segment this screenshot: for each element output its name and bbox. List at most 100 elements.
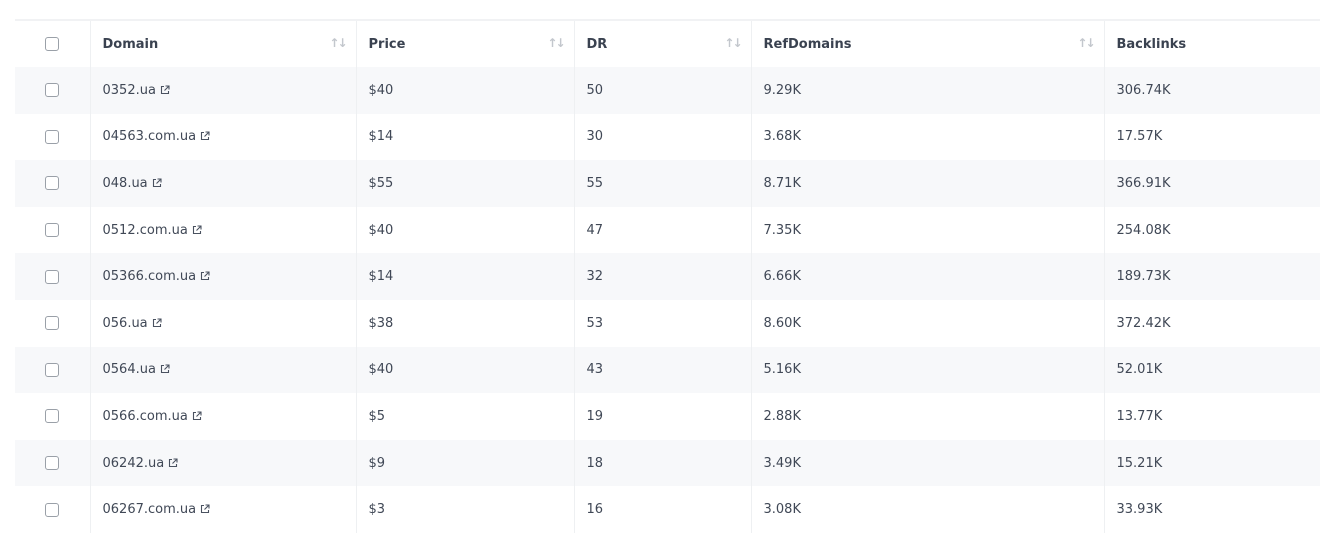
domains-table: Domain ↑↓ Price ↑↓ DR ↑↓ RefDomains ↑↓ Backlinks… <box>15 21 1320 533</box>
column-header-backlinks[interactable]: Backlinks <box>1103 21 1320 67</box>
external-link-icon[interactable] <box>200 270 210 281</box>
dr-cell: 53 <box>573 299 751 347</box>
dr-cell: 16 <box>573 486 751 533</box>
backlinks-cell: 13.77K <box>1103 393 1320 440</box>
external-link-icon[interactable] <box>152 177 162 188</box>
refdomains-cell: 6.66K <box>750 253 1104 300</box>
domain-cell: 06242.ua <box>89 439 356 487</box>
price-cell: $40 <box>355 346 574 394</box>
column-header-domain[interactable]: Domain ↑↓ <box>89 21 356 67</box>
refdomains-cell: 2.88K <box>750 393 1104 440</box>
select-all-checkbox[interactable] <box>45 37 60 51</box>
domain-cell: 0352.ua <box>89 67 356 114</box>
sort-arrows-icon[interactable]: ↑↓ <box>329 36 347 50</box>
domains-table-container: Domain ↑↓ Price ↑↓ DR ↑↓ RefDomains ↑↓ Backlinks… <box>15 19 1320 533</box>
external-link-icon[interactable] <box>160 363 170 374</box>
domain-cell: 0564.ua <box>89 346 356 394</box>
row-checkbox[interactable] <box>45 502 60 517</box>
sort-arrows-icon[interactable]: ↑↓ <box>1077 36 1095 50</box>
column-label: DR <box>586 36 608 52</box>
backlinks-cell: 189.73K <box>1103 253 1320 300</box>
dr-cell: 47 <box>573 206 751 254</box>
row-checkbox[interactable] <box>45 176 60 191</box>
row-checkbox[interactable] <box>45 409 60 424</box>
domain-cell: 048.ua <box>89 160 356 207</box>
domain-link[interactable]: 06267.com.ua <box>102 502 197 518</box>
row-checkbox[interactable] <box>45 129 60 144</box>
table-row: 05366.com.ua $14 32 6.66K 189.73K <box>15 253 1320 300</box>
sort-arrows-icon[interactable]: ↑↓ <box>547 36 565 50</box>
domain-cell: 04563.com.ua <box>89 113 356 161</box>
backlinks-cell: 17.57K <box>1103 113 1320 161</box>
price-cell: $40 <box>355 67 574 114</box>
dr-cell: 32 <box>573 253 751 300</box>
price-cell: $5 <box>355 393 574 440</box>
domain-cell: 0512.com.ua <box>89 206 356 254</box>
column-header-dr[interactable]: DR ↑↓ <box>573 21 751 67</box>
dr-cell: 19 <box>573 393 751 440</box>
row-select-cell <box>15 67 90 114</box>
external-link-icon[interactable] <box>160 84 170 94</box>
refdomains-cell: 3.49K <box>750 439 1104 487</box>
row-select-cell <box>15 160 90 207</box>
table-row: 048.ua $55 55 8.71K 366.91K <box>15 160 1320 207</box>
price-cell: $14 <box>355 113 574 161</box>
dr-cell: 18 <box>573 439 751 487</box>
domain-link[interactable]: 05366.com.ua <box>102 269 197 285</box>
table-row: 0566.com.ua $5 19 2.88K 13.77K <box>15 393 1320 440</box>
backlinks-cell: 254.08K <box>1103 206 1320 254</box>
domain-cell: 0566.com.ua <box>89 393 356 440</box>
price-cell: $55 <box>355 160 574 207</box>
price-cell: $40 <box>355 206 574 254</box>
sort-arrows-icon[interactable]: ↑↓ <box>724 36 742 50</box>
row-checkbox[interactable] <box>45 269 60 284</box>
row-checkbox[interactable] <box>45 456 60 471</box>
column-header-refdomains[interactable]: RefDomains ↑↓ <box>750 21 1104 67</box>
external-link-icon[interactable] <box>152 317 162 327</box>
external-link-icon[interactable] <box>192 410 202 421</box>
table-row: 0352.ua $40 50 9.29K 306.74K <box>15 67 1320 114</box>
row-select-cell <box>15 440 90 487</box>
domain-link[interactable]: 0564.ua <box>102 362 156 378</box>
price-cell: $14 <box>355 253 574 300</box>
domain-link[interactable]: 04563.com.ua <box>102 129 197 145</box>
external-link-icon[interactable] <box>200 130 210 141</box>
backlinks-cell: 366.91K <box>1103 160 1320 207</box>
row-select-cell <box>15 114 90 161</box>
domain-cell: 05366.com.ua <box>89 253 356 300</box>
backlinks-cell: 372.42K <box>1103 299 1320 347</box>
refdomains-cell: 8.60K <box>750 299 1104 347</box>
column-label: Price <box>368 36 406 52</box>
refdomains-cell: 3.08K <box>750 486 1104 533</box>
dr-cell: 55 <box>573 160 751 207</box>
row-checkbox[interactable] <box>45 316 60 331</box>
row-select-cell <box>15 393 90 440</box>
external-link-icon[interactable] <box>192 224 202 234</box>
domain-link[interactable]: 056.ua <box>102 315 148 331</box>
row-checkbox[interactable] <box>45 83 60 98</box>
row-checkbox[interactable] <box>45 223 60 238</box>
domain-link[interactable]: 0352.ua <box>102 82 156 98</box>
row-select-cell <box>15 347 90 394</box>
row-select-cell <box>15 253 90 300</box>
domain-link[interactable]: 0512.com.ua <box>102 222 188 238</box>
row-select-cell <box>15 207 90 254</box>
dr-cell: 50 <box>573 67 751 114</box>
domain-cell: 06267.com.ua <box>89 486 356 533</box>
column-header-price[interactable]: Price ↑↓ <box>355 21 574 67</box>
refdomains-cell: 7.35K <box>750 206 1104 254</box>
select-all-cell <box>15 21 90 67</box>
domain-link[interactable]: 06242.ua <box>102 455 165 471</box>
refdomains-cell: 9.29K <box>750 67 1104 114</box>
table-row: 0512.com.ua $40 47 7.35K 254.08K <box>15 206 1320 254</box>
backlinks-cell: 33.93K <box>1103 486 1320 533</box>
refdomains-cell: 3.68K <box>750 113 1104 161</box>
table-header-row: Domain ↑↓ Price ↑↓ DR ↑↓ RefDomains ↑↓ Backlinks <box>15 21 1320 67</box>
row-checkbox[interactable] <box>45 362 60 377</box>
external-link-icon[interactable] <box>200 503 210 514</box>
domain-link[interactable]: 0566.com.ua <box>102 408 188 424</box>
external-link-icon[interactable] <box>168 457 178 467</box>
column-label: Domain <box>102 36 159 52</box>
table-row: 0564.ua $40 43 5.16K 52.01K <box>15 346 1320 394</box>
domain-link[interactable]: 048.ua <box>102 175 148 191</box>
